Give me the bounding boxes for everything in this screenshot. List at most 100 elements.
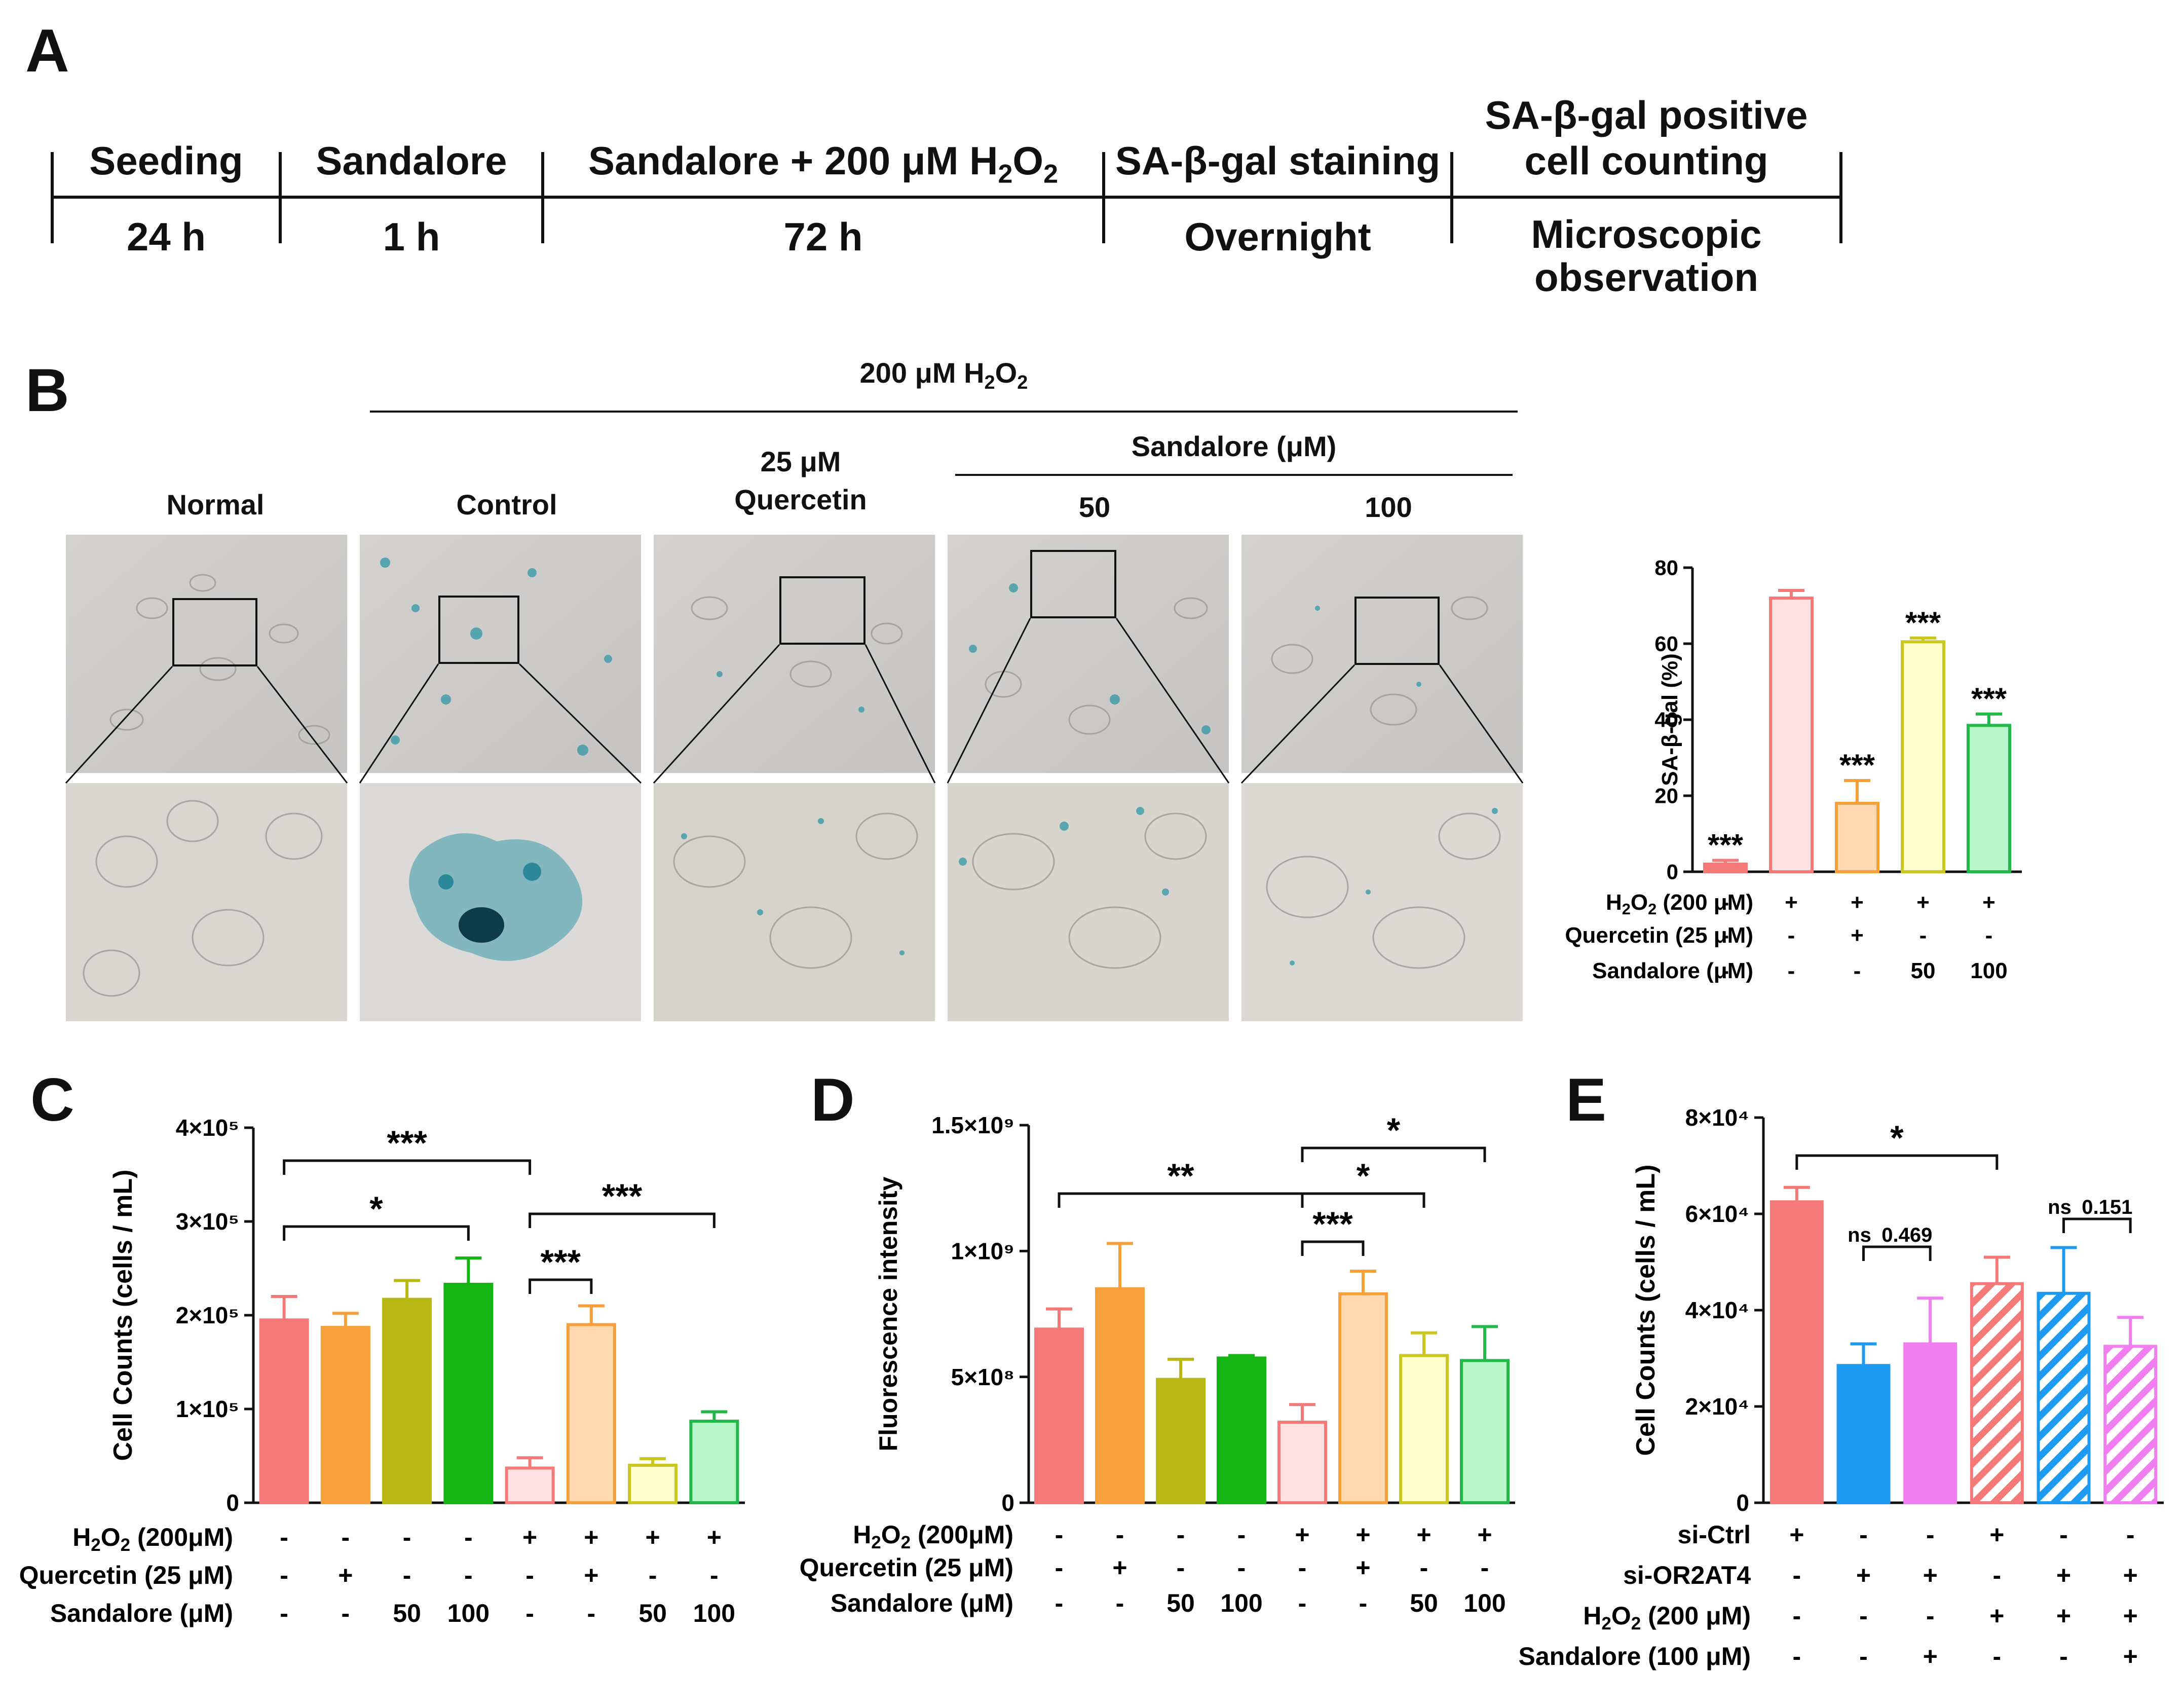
condition-mark: - bbox=[525, 1599, 534, 1627]
condition-mark: + bbox=[338, 1561, 353, 1589]
condition-name-part: (200 μM) bbox=[1656, 890, 1753, 915]
bar bbox=[1460, 1359, 1510, 1504]
condition-mark: + bbox=[522, 1523, 537, 1551]
chart-c: 0 1×10⁵ 2×10⁵ 3×10⁵ 4×10⁵ Cell Counts (cells … bbox=[19, 1115, 745, 1627]
condition-mark: - bbox=[1926, 1602, 1935, 1630]
bracket-label: *** bbox=[387, 1124, 427, 1162]
chart-d: 0 5×10⁸ 1×10⁹ 1.5×10⁹ Fluorescence intensity… bbox=[800, 1111, 1515, 1617]
timeline-step-duration: Overnight bbox=[1184, 214, 1371, 259]
condition-mark: - bbox=[1055, 1553, 1064, 1582]
condition-mark: - bbox=[1298, 1553, 1307, 1582]
condition-mark: - bbox=[464, 1561, 473, 1589]
condition-mark: - bbox=[342, 1599, 350, 1627]
panel-label-d: D bbox=[811, 1066, 855, 1134]
condition-mark: - bbox=[1055, 1589, 1064, 1617]
condition-mark: + bbox=[2123, 1561, 2138, 1589]
bar bbox=[1399, 1354, 1449, 1504]
significance-bracket: ns 0.151 bbox=[2048, 1196, 2132, 1233]
y-tick-label: 4×10⁵ bbox=[176, 1115, 239, 1141]
timeline-tick bbox=[51, 152, 54, 243]
bar bbox=[628, 1464, 678, 1504]
condition-name-part: 2 bbox=[901, 1533, 911, 1552]
y-tick-label: 1×10⁹ bbox=[951, 1238, 1014, 1264]
timeline-tick bbox=[1450, 152, 1453, 243]
condition-mark: - bbox=[403, 1523, 411, 1551]
bar bbox=[1769, 597, 1814, 873]
condition-row-name: Quercetin (25 μM) bbox=[19, 1561, 233, 1589]
condition-row-name: Sandalore (μM) bbox=[50, 1599, 233, 1627]
bar bbox=[1901, 640, 1945, 873]
condition-row-name: si-Ctrl bbox=[1678, 1520, 1751, 1549]
bar bbox=[259, 1318, 309, 1504]
condition-mark: + bbox=[1295, 1520, 1309, 1549]
condition-mark: - bbox=[1055, 1520, 1064, 1549]
condition-mark: + bbox=[646, 1523, 660, 1551]
bracket-label: ns bbox=[2048, 1196, 2072, 1218]
bar bbox=[1277, 1421, 1327, 1504]
condition-mark: - bbox=[1722, 958, 1729, 983]
condition-mark: 100 bbox=[1463, 1589, 1505, 1617]
bar bbox=[1836, 1364, 1891, 1504]
condition-mark: 100 bbox=[1220, 1589, 1262, 1617]
y-tick-label: 4×10⁴ bbox=[1685, 1297, 1749, 1323]
condition-mark: + bbox=[2056, 1602, 2071, 1630]
y-tick-label: 0 bbox=[1736, 1490, 1749, 1516]
y-tick-label: 60 bbox=[1654, 632, 1678, 656]
bracket-label: ns bbox=[1848, 1224, 1871, 1246]
significance-label: *** bbox=[1971, 682, 2007, 716]
condition-name-part: 2 bbox=[1631, 1614, 1641, 1634]
condition-mark: - bbox=[1793, 1561, 1801, 1589]
treatment-header-line bbox=[370, 411, 1518, 413]
timeline-step-duration: observation bbox=[1534, 255, 1759, 300]
bracket-line bbox=[529, 1278, 593, 1294]
bar bbox=[1835, 802, 1879, 873]
condition-mark: - bbox=[1993, 1561, 2002, 1589]
condition-mark: - bbox=[1854, 958, 1861, 983]
y-tick-label: 40 bbox=[1654, 708, 1678, 732]
condition-mark: - bbox=[1788, 958, 1795, 983]
condition-name-part: O bbox=[881, 1520, 901, 1549]
significance-bracket: *** bbox=[529, 1177, 716, 1228]
bar bbox=[1703, 863, 1748, 873]
condition-mark: 50 bbox=[1166, 1589, 1195, 1617]
condition-mark: - bbox=[1722, 890, 1729, 915]
bar bbox=[1903, 1342, 1957, 1504]
condition-mark: 50 bbox=[1911, 958, 1936, 983]
condition-mark: - bbox=[464, 1523, 473, 1551]
timeline-tick bbox=[1839, 152, 1842, 243]
condition-name-part: H bbox=[853, 1520, 871, 1549]
condition-row-name: H2O2 (200 μM) bbox=[1606, 890, 1753, 918]
condition-name-part: 2 bbox=[1622, 900, 1631, 918]
condition-name-part: (200μM) bbox=[130, 1523, 233, 1551]
condition-mark: - bbox=[1793, 1602, 1801, 1630]
condition-mark: - bbox=[2126, 1520, 2135, 1549]
bar bbox=[1338, 1292, 1388, 1504]
chart-e: 0 2×10⁴ 4×10⁴ 6×10⁴ 8×10⁴ Cell Counts (cells … bbox=[1519, 1104, 2164, 1671]
condition-mark: + bbox=[2123, 1642, 2138, 1671]
bracket-line bbox=[1795, 1154, 1999, 1170]
condition-mark: - bbox=[1298, 1589, 1307, 1617]
condition-mark: + bbox=[1355, 1553, 1370, 1582]
y-axis-label: Fluorescence intensity bbox=[874, 1176, 902, 1451]
y-tick-label: 80 bbox=[1654, 556, 1678, 580]
condition-mark: + bbox=[1477, 1520, 1492, 1549]
condition-name-part: H bbox=[1606, 890, 1622, 915]
zoom-region bbox=[779, 576, 865, 645]
condition-row-name: Sandalore (μM) bbox=[1592, 958, 1753, 983]
timeline-tick bbox=[1102, 152, 1105, 243]
y-tick-label: 6×10⁴ bbox=[1685, 1201, 1749, 1227]
bar bbox=[2037, 1291, 2091, 1504]
bracket-pvalue: 0.469 bbox=[1881, 1224, 1932, 1246]
condition-mark: - bbox=[1926, 1520, 1935, 1549]
condition-row-name: si-OR2AT4 bbox=[1623, 1561, 1751, 1589]
timeline-step-label: Sandalore bbox=[316, 138, 507, 183]
zoom-sandalore-50 bbox=[948, 783, 1229, 1021]
condition-mark: - bbox=[2059, 1520, 2068, 1549]
condition-row-name: H2O2 (200μM) bbox=[853, 1520, 1013, 1552]
micrograph-control bbox=[360, 535, 641, 773]
timeline-step-label: SA-β-gal positive bbox=[1485, 93, 1808, 137]
condition-mark: + bbox=[584, 1523, 598, 1551]
condition-mark: + bbox=[1785, 890, 1798, 915]
